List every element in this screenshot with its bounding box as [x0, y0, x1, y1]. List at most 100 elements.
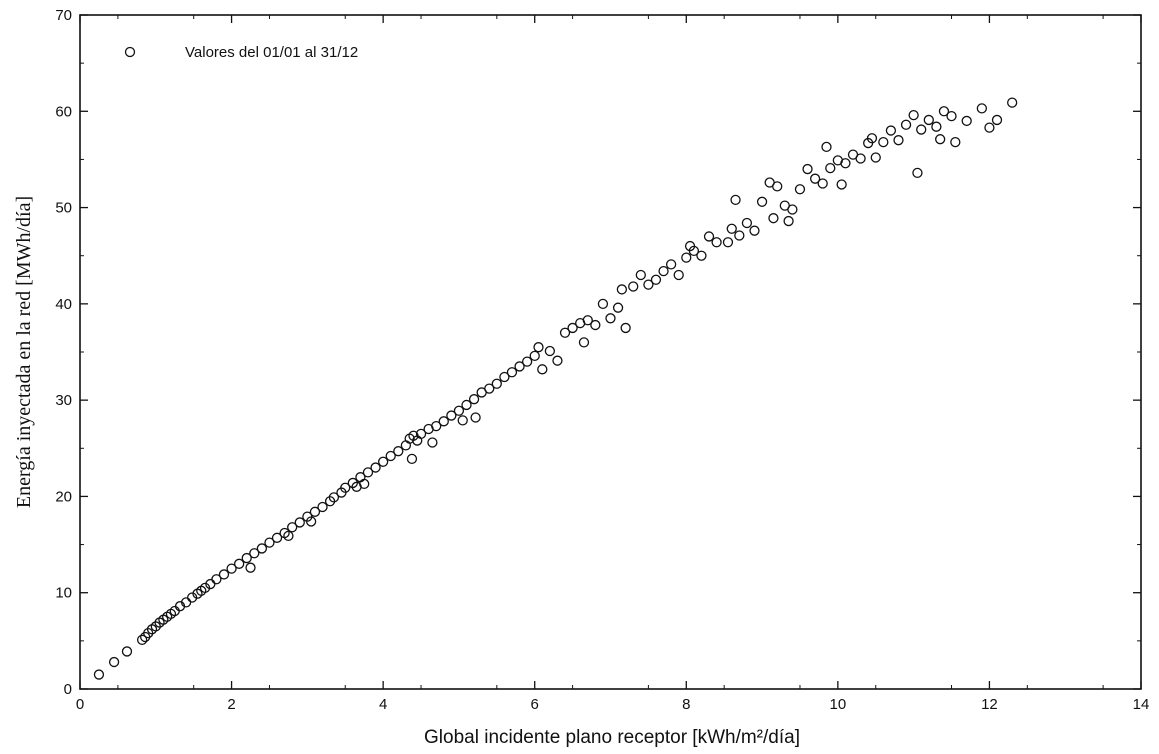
data-point	[635, 269, 646, 281]
data-point	[597, 298, 609, 310]
data-point	[878, 136, 889, 148]
data-point	[136, 634, 148, 646]
y-tick-label: 50	[55, 200, 72, 217]
data-point	[529, 350, 540, 362]
y-tick-label: 40	[55, 296, 72, 313]
data-point	[976, 103, 987, 114]
data-point	[491, 378, 502, 389]
data-point	[431, 420, 442, 432]
data-point	[427, 437, 438, 448]
data-point	[1007, 97, 1018, 108]
x-tick-label: 12	[981, 696, 998, 713]
data-point	[484, 383, 495, 394]
data-point	[393, 446, 404, 457]
data-point	[916, 124, 927, 135]
data-point	[912, 167, 923, 179]
data-point	[590, 319, 601, 331]
x-tick-label: 10	[830, 696, 847, 713]
data-point	[537, 364, 548, 375]
y-axis-label: Energía inyectada en la red [MWh/día]	[13, 196, 35, 508]
data-point	[400, 440, 412, 451]
data-point	[741, 217, 753, 229]
y-tick-label: 60	[55, 103, 72, 120]
data-point	[305, 516, 317, 527]
data-point	[256, 543, 268, 554]
data-point	[499, 371, 510, 383]
data-point	[359, 478, 370, 490]
data-point	[470, 412, 481, 423]
data-point	[855, 153, 866, 164]
data-point	[688, 245, 700, 257]
data-point	[885, 125, 897, 136]
data-point	[533, 342, 544, 353]
data-point	[730, 194, 741, 206]
data-point	[703, 231, 715, 242]
data-point	[226, 563, 237, 574]
data-point	[749, 225, 760, 236]
data-point	[287, 522, 298, 533]
data-point	[605, 313, 616, 324]
data-point	[866, 133, 878, 144]
data-point	[93, 669, 105, 680]
legend-label: Valores del 01/01 al 31/12	[185, 44, 358, 61]
data-point	[620, 322, 631, 334]
data-point	[521, 356, 533, 367]
legend: Valores del 01/01 al 31/12	[124, 44, 358, 61]
data-point	[218, 569, 230, 580]
y-tick-label: 20	[55, 488, 72, 505]
data-point	[544, 345, 556, 357]
x-tick-label: 14	[1133, 696, 1150, 713]
data-point	[681, 252, 692, 263]
data-point	[406, 453, 418, 465]
data-point	[628, 281, 639, 292]
y-axis-ticks: 0 10 20 30 40 50 60 70	[55, 7, 1141, 698]
data-point	[415, 428, 427, 439]
y-tick-label: 70	[55, 7, 72, 24]
data-point	[817, 178, 828, 189]
data-point	[643, 279, 654, 290]
data-point	[923, 114, 934, 126]
data-point	[734, 230, 745, 241]
data-point	[938, 106, 950, 117]
data-point	[768, 213, 779, 224]
data-point	[961, 115, 972, 127]
data-point	[616, 284, 628, 295]
x-tick-label: 8	[682, 696, 690, 713]
data-point	[567, 322, 578, 334]
data-point	[233, 558, 245, 569]
data-point	[756, 196, 768, 207]
data-point	[836, 179, 847, 190]
data-point	[673, 269, 684, 281]
data-point	[802, 163, 813, 175]
data-point	[283, 530, 294, 542]
data-point	[650, 274, 662, 285]
data-point	[991, 114, 1003, 126]
data-point	[468, 394, 480, 405]
x-tick-label: 0	[76, 696, 84, 713]
data-point	[900, 119, 912, 130]
data-point	[241, 552, 252, 564]
x-tick-label: 4	[379, 696, 387, 713]
y-tick-label: 30	[55, 392, 72, 409]
data-point	[461, 399, 472, 411]
data-point	[328, 492, 340, 503]
data-point	[309, 506, 321, 517]
data-point	[362, 467, 374, 478]
data-point	[294, 517, 305, 528]
data-point	[950, 136, 961, 148]
data-point	[578, 337, 590, 348]
data-point	[514, 361, 525, 372]
data-point	[370, 462, 381, 473]
data-point	[711, 237, 722, 248]
data-point	[935, 134, 946, 145]
data-point	[377, 456, 389, 467]
data-point	[506, 367, 518, 378]
data-point	[772, 181, 783, 192]
data-point	[340, 482, 351, 493]
data-point	[870, 152, 881, 163]
y-tick-label: 0	[64, 681, 72, 698]
plot-frame	[79, 14, 1142, 690]
data-point	[245, 562, 256, 573]
data-point	[249, 548, 260, 559]
